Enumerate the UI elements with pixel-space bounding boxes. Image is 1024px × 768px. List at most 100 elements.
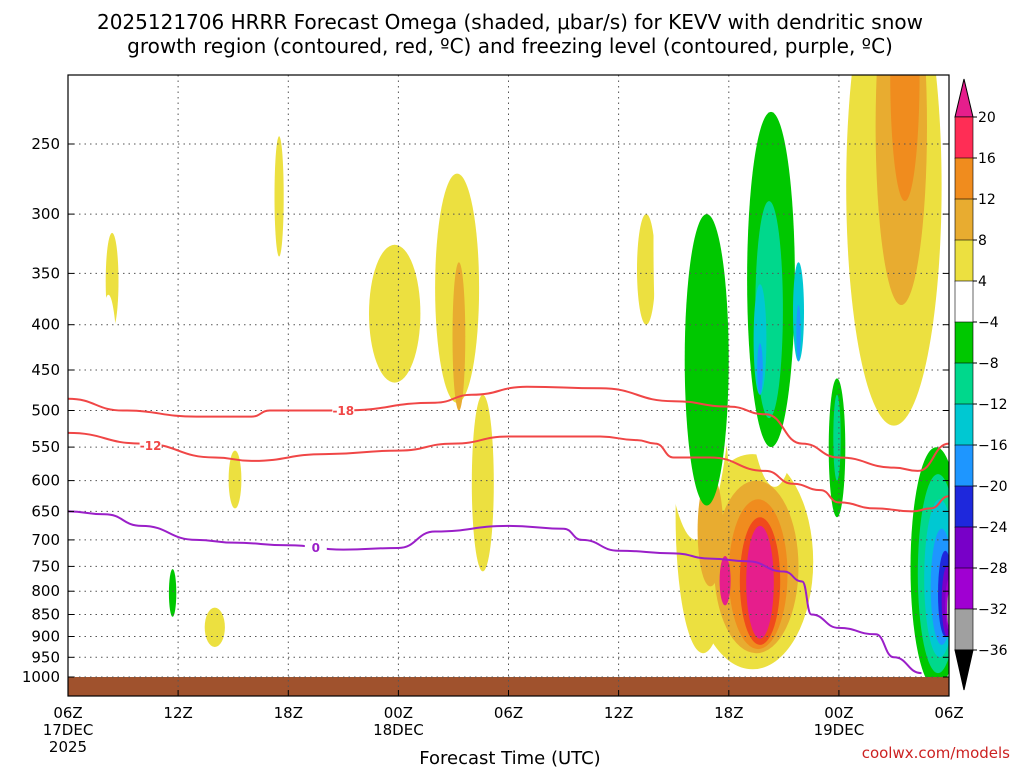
omega-region-2 [369, 244, 421, 383]
contour-label-bg-0 [332, 403, 355, 418]
x-tick-label-0: 06Z [53, 704, 82, 722]
credit-text[interactable]: coolwx.com/models [862, 744, 1010, 762]
omega-region-17 [348, 180, 353, 221]
colorbar-label-10: −24 [978, 520, 1008, 536]
colorbar-band-8 [954, 444, 974, 487]
omega-region-23 [624, 523, 658, 666]
contour-label-bg-1 [139, 438, 162, 453]
omega-region-38 [890, 75, 920, 201]
x-tick-date-0: 17DEC [43, 721, 94, 739]
x-tick-year-0: 2025 [49, 738, 87, 756]
omega-region-12 [95, 294, 122, 658]
colorbar-band-3 [954, 239, 974, 282]
omega-region-5 [228, 450, 242, 509]
colorbar-band-1 [954, 157, 974, 200]
colorbar-band-9 [954, 485, 974, 528]
colorbar-band-2 [954, 198, 974, 241]
x-axis-label: Forecast Time (UTC) [419, 748, 600, 768]
omega-region-49 [757, 343, 763, 395]
x-tick-label-3: 00Z [384, 704, 413, 722]
x-tick-date-7: 19DEC [814, 721, 865, 739]
colorbar-label-13: −36 [978, 643, 1008, 659]
contour-1 [68, 431, 949, 513]
colorbar-label-4: 4 [978, 274, 987, 290]
y-tick-label-600: 600 [31, 472, 60, 490]
y-tick-label-350: 350 [31, 264, 60, 282]
contour-label-0: -18 [332, 404, 354, 418]
omega-region-48 [719, 556, 731, 606]
omega-region-32 [452, 262, 466, 411]
y-tick-label-400: 400 [31, 316, 60, 334]
omega-region-20 [499, 600, 518, 670]
colorbar-band-7 [954, 403, 974, 446]
chart-title-line-2: growth region (contoured, red, ºC) and f… [127, 34, 893, 58]
omega-shading [95, 75, 949, 696]
colorbar-band-10 [954, 526, 974, 569]
omega-region-42 [833, 394, 841, 481]
omega-region-18 [375, 528, 393, 582]
colorbar-label-3: 8 [978, 233, 987, 249]
omega-region-22 [613, 343, 625, 411]
colorbar-label-8: −16 [978, 438, 1008, 454]
y-tick-label-300: 300 [31, 205, 60, 223]
omega-region-50 [796, 305, 801, 362]
contour-label-2: 0 [312, 541, 320, 555]
y-axis: 250 300 350 400 450 500 550 600 650 700 750 800 850 9… [22, 135, 949, 686]
omega-region-19 [541, 499, 579, 674]
omega-region-34 [684, 214, 729, 506]
x-tick-date-3: 18DEC [373, 721, 424, 739]
colorbar-band-12 [954, 608, 974, 651]
colorbar-band-0 [954, 116, 974, 159]
colorbar: 20 16 12 8 4 −4 −8 −12 −16 −20 −24 −28 −32 −36 [954, 78, 1008, 691]
x-tick-label-8: 06Z [934, 704, 963, 722]
y-tick-label-650: 650 [31, 502, 60, 520]
colorbar-label-7: −12 [978, 397, 1008, 413]
omega-region-47 [746, 525, 774, 639]
y-tick-label-750: 750 [31, 557, 60, 575]
y-tick-label-450: 450 [31, 361, 60, 379]
colorbar-band-6 [954, 362, 974, 405]
x-tick-label-2: 18Z [274, 704, 303, 722]
y-tick-label-700: 700 [31, 531, 60, 549]
colorbar-label-2: 12 [978, 192, 996, 208]
y-tick-label-850: 850 [31, 606, 60, 624]
omega-region-13 [182, 173, 211, 411]
omega-region-33 [168, 569, 177, 617]
colorbar-top-arrow [954, 78, 974, 118]
y-tick-label-950: 950 [31, 648, 60, 666]
y-tick-label-1000: 1000 [22, 668, 60, 686]
omega-region-44 [753, 284, 767, 395]
colorbar-label-1: 16 [978, 151, 996, 167]
colorbar-label-12: −32 [978, 602, 1008, 618]
omega-region-4 [471, 394, 494, 572]
omega-region-14 [225, 201, 241, 325]
contour-label-bg-2 [304, 540, 327, 555]
y-tick-label-900: 900 [31, 628, 60, 646]
contour-lines: -18 -12 0 [68, 385, 949, 675]
omega-region-1 [274, 136, 284, 257]
x-tick-label-4: 06Z [494, 704, 523, 722]
y-tick-label-800: 800 [31, 582, 60, 600]
contour-label-1: -12 [140, 439, 162, 453]
colorbar-band-5 [954, 321, 974, 364]
y-tick-label-550: 550 [31, 438, 60, 456]
colorbar-band-11 [954, 567, 974, 610]
colorbar-label-5: −4 [978, 315, 999, 331]
contour-0 [68, 385, 949, 472]
contour-2 [68, 510, 922, 675]
colorbar-label-6: −8 [978, 356, 999, 372]
colorbar-label-11: −28 [978, 561, 1008, 577]
x-tick-label-7: 00Z [824, 704, 853, 722]
colorbar-label-0: 20 [978, 110, 996, 126]
colorbar-bottom-arrow [954, 649, 974, 691]
omega-region-6 [204, 607, 225, 647]
x-tick-label-6: 18Z [714, 704, 743, 722]
omega-region-7 [637, 214, 656, 325]
chart-title-line-1: 2025121706 HRRR Forecast Omega (shaded, … [97, 10, 923, 34]
x-tick-label-5: 12Z [604, 704, 633, 722]
omega-region-15 [248, 238, 258, 315]
x-tick-label-1: 12Z [163, 704, 192, 722]
colorbar-band-4 [954, 280, 974, 323]
